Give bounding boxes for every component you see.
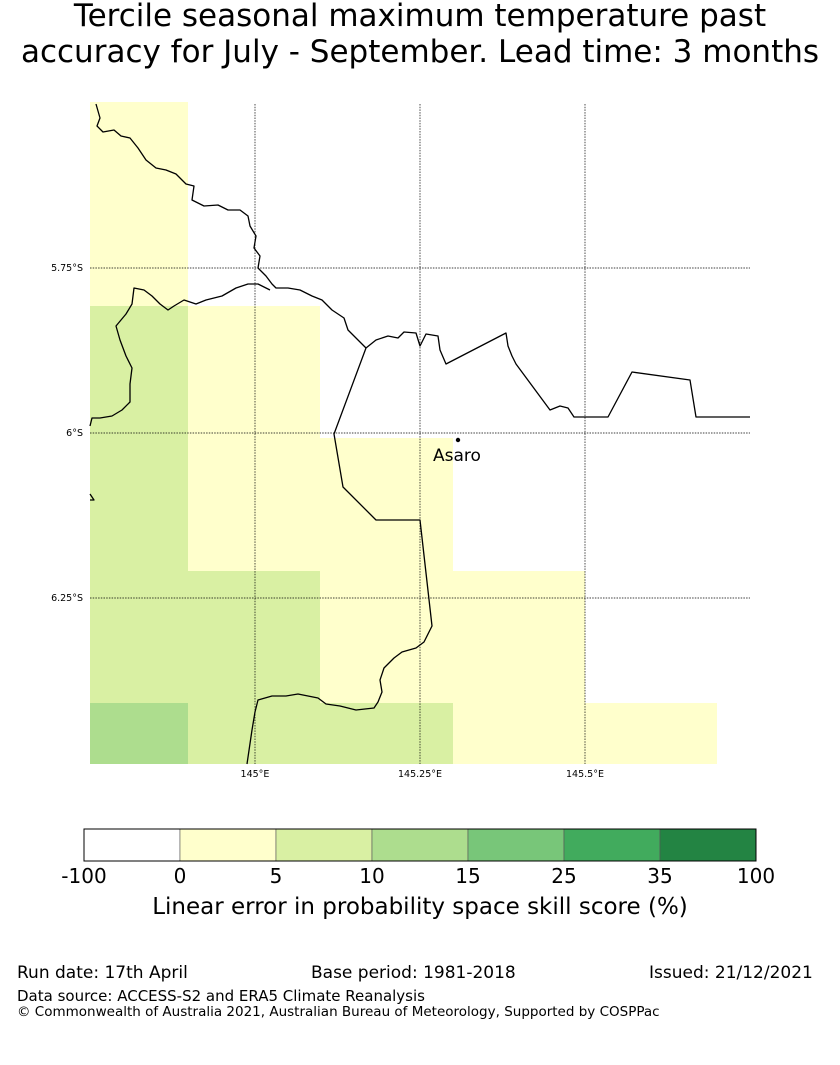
title-line-2: accuracy for July - September. Lead time… [20,34,820,70]
lon-label: 145°E [241,769,270,780]
colorbar-tick-label: 0 [173,864,187,888]
colorbar-tick-label: 15 [455,864,481,888]
colorbar-tick-label: 25 [551,864,577,888]
province-boundaries [89,103,750,765]
colorbar-frame [83,828,757,862]
data-source: Data source: ACCESS-S2 and ERA5 Climate … [17,987,425,1005]
boundary-line [95,103,367,349]
colorbar-segment [659,828,757,862]
colorbar-tick-label: -100 [61,864,107,888]
grid-cell [188,571,320,764]
colorbar-title: Linear error in probability space skill … [152,894,688,920]
lon-label: 145.25°E [398,769,442,780]
colorbar-tick-label: 35 [647,864,673,888]
colorbar-tick-label: 100 [736,864,776,888]
lat-label: 6.25°S [51,593,83,604]
run-date: Run date: 17th April [17,963,188,983]
copyright: © Commonwealth of Australia 2021, Austra… [17,1004,660,1020]
asaro-label: Asaro [433,446,481,466]
grid-cell [320,438,453,703]
lat-label: 6°S [66,428,83,439]
boundary-line [365,331,750,418]
asaro-marker [455,437,461,443]
grid-cell [90,306,188,704]
skill-grid [90,102,717,764]
title-line-1: Tercile seasonal maximum temperature pas… [73,0,767,34]
colorbar-segment [371,828,469,862]
base-period: Base period: 1981-2018 [311,963,516,983]
grid-cell [453,571,585,764]
grid-cell [585,703,717,764]
grid-cell [188,306,320,571]
boundary-line [89,283,271,427]
colorbar-tick-label: 10 [359,864,385,888]
colorbar-segment [179,828,277,862]
graticule [90,104,750,764]
grid-cell [90,102,188,306]
colorbar [83,828,757,862]
boundary-line [246,347,433,765]
colorbar-segment [563,828,661,862]
issued-date: Issued: 21/12/2021 [649,963,813,983]
grid-cell [90,703,188,764]
lat-label: 5.75°S [51,263,83,274]
boundary-line [89,493,95,501]
colorbar-segment [83,828,181,862]
lon-label: 145.5°E [566,769,604,780]
colorbar-segment [275,828,373,862]
colorbar-segment [467,828,565,862]
grid-cell [320,703,453,764]
colorbar-tick-label: 5 [269,864,283,888]
